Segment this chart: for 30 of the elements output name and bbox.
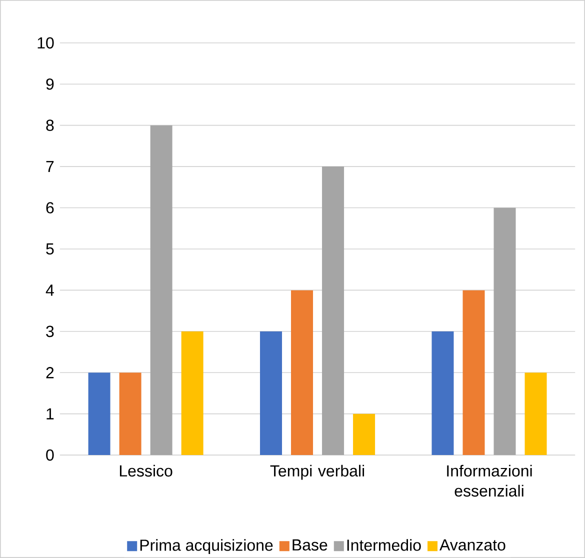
x-tick-label: Informazioni essenziali — [447, 464, 532, 497]
bar — [150, 125, 172, 456]
bar — [88, 372, 110, 456]
y-tick-label: 9 — [46, 78, 54, 90]
bar — [494, 208, 516, 456]
x-tick-label: Tempi verbali — [270, 464, 364, 480]
y-tick-label: 6 — [46, 202, 54, 214]
legend-label: Intermedio — [347, 539, 421, 551]
y-tick-label: 4 — [46, 284, 54, 296]
x-tick-label: Lessico — [120, 464, 172, 477]
bar — [524, 372, 547, 456]
y-tick-label: 1 — [46, 408, 54, 420]
bar — [260, 331, 282, 456]
legend-label: Avanzato — [440, 539, 506, 551]
legend-label: Prima acquisizione — [140, 539, 273, 554]
bar — [322, 166, 344, 456]
bar — [119, 372, 142, 456]
y-tick-label: 7 — [46, 161, 54, 172]
y-tick-label: 10 — [38, 37, 54, 49]
bar — [181, 331, 204, 456]
y-tick-label: 0 — [46, 449, 54, 461]
bar — [353, 414, 376, 456]
y-tick-label: 2 — [46, 367, 54, 378]
bar — [462, 290, 485, 456]
bar — [291, 290, 314, 456]
legend-label: Base — [292, 539, 328, 551]
y-tick-label: 8 — [46, 120, 54, 131]
y-tick-label: 5 — [46, 243, 54, 255]
bar — [432, 331, 454, 456]
y-tick-label: 3 — [46, 326, 54, 338]
